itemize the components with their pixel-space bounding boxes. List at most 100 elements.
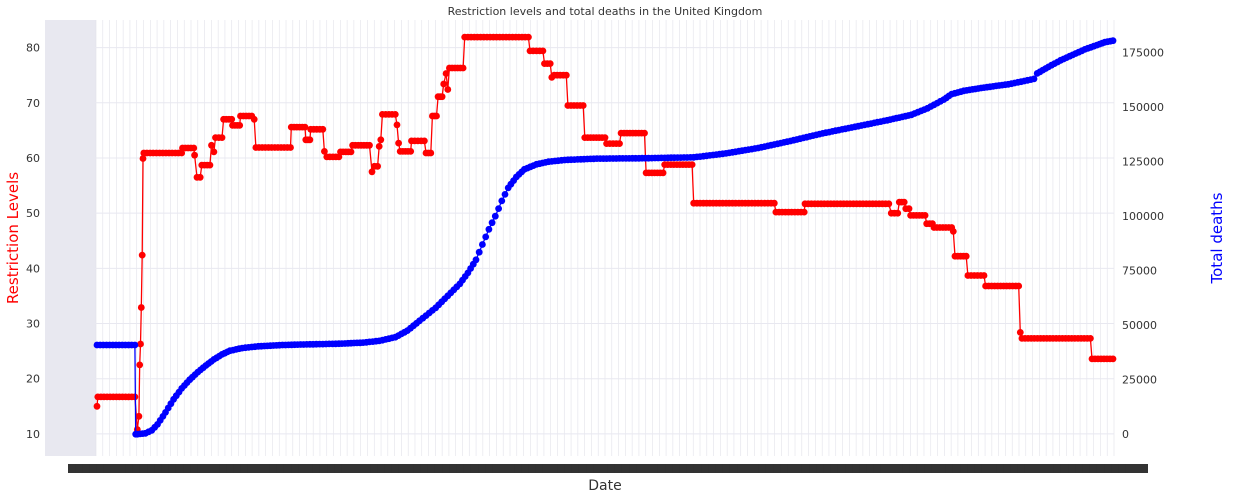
x-tick-label: [931, 464, 940, 473]
x-tick-label: [348, 464, 357, 473]
data-point: [800, 208, 808, 216]
x-tick-label: [845, 464, 854, 473]
left-tick-label: 20: [26, 373, 40, 386]
x-tick-label: [334, 464, 343, 473]
data-point: [1087, 335, 1094, 342]
x-tick-label: [506, 464, 515, 473]
data-point: [641, 129, 648, 137]
data-point: [1109, 355, 1117, 363]
x-tick-label: [794, 464, 803, 473]
right-tick-label: 75000: [1122, 265, 1157, 278]
data-point: [498, 197, 506, 205]
x-tick-label: [470, 464, 479, 473]
data-point: [688, 161, 696, 169]
x-tick-label: [1024, 464, 1033, 473]
data-point: [377, 136, 385, 144]
left-tick-label: 40: [26, 262, 40, 275]
x-tick-label: [514, 464, 523, 473]
x-tick-label: [485, 464, 494, 473]
x-tick-label: [262, 464, 271, 473]
right-tick-label: 175000: [1122, 47, 1164, 60]
data-point: [137, 304, 145, 311]
left-axis-label: Restriction Levels: [4, 172, 22, 304]
data-point: [501, 191, 509, 198]
data-point: [131, 341, 139, 349]
data-point: [178, 149, 186, 157]
x-tick-label: [816, 464, 825, 473]
x-tick-label: [974, 464, 983, 473]
x-tick-label: [535, 464, 544, 473]
x-tick-label: [283, 464, 292, 473]
x-tick-label: [636, 464, 645, 473]
x-tick-label: [888, 464, 897, 473]
data-point: [321, 148, 328, 155]
x-tick-label: [744, 464, 753, 473]
data-point: [287, 144, 294, 151]
x-tick-label: [715, 464, 724, 473]
x-tick-label: [866, 464, 875, 473]
x-tick-label: [362, 464, 371, 473]
x-tick-label: [1046, 464, 1055, 473]
data-point: [218, 134, 226, 142]
data-point: [1015, 282, 1023, 290]
data-point: [319, 125, 327, 133]
data-point: [137, 340, 144, 348]
data-point: [491, 212, 499, 220]
x-tick-labels: [68, 464, 1148, 473]
data-point: [206, 161, 214, 169]
x-tick-label: [478, 464, 487, 473]
x-tick-label: [679, 464, 688, 473]
data-point: [659, 169, 667, 177]
x-tick-label: [139, 464, 148, 473]
x-tick-label: [327, 464, 336, 473]
data-point: [393, 121, 401, 129]
x-tick-label: [1118, 464, 1127, 473]
x-tick-label: [1032, 464, 1041, 473]
right-tick-label: 50000: [1122, 319, 1157, 332]
x-tick-label: [960, 464, 969, 473]
x-tick-label: [780, 464, 789, 473]
data-point: [459, 64, 467, 72]
data-point: [1016, 329, 1024, 336]
x-tick-label: [219, 464, 228, 473]
x-tick-label: [377, 464, 386, 473]
x-tick-label: [413, 464, 422, 473]
x-tick-label: [1104, 464, 1113, 473]
x-tick-label: [1017, 464, 1026, 473]
x-tick-label: [686, 464, 695, 473]
x-tick-label: [823, 464, 832, 473]
right-tick-label: 150000: [1122, 101, 1164, 114]
data-point: [546, 60, 554, 67]
x-tick-label: [859, 464, 868, 473]
data-point: [421, 137, 428, 145]
x-tick-label: [190, 464, 199, 473]
x-tick-label: [75, 464, 84, 473]
data-point: [442, 70, 450, 77]
x-tick-label: [82, 464, 91, 473]
series-total-deaths: [93, 37, 1117, 438]
data-point: [495, 205, 502, 213]
x-tick-label: [614, 464, 623, 473]
x-tick-label: [341, 464, 350, 473]
x-tick-label: [542, 464, 551, 473]
x-tick-label: [672, 464, 681, 473]
x-tick-label: [981, 464, 990, 473]
x-tick-label: [291, 464, 300, 473]
data-point: [482, 233, 490, 241]
right-axis: 0 25000 50000 75000 100000 125000 150000 175000: [1122, 47, 1164, 442]
x-tick-label: [809, 464, 818, 473]
x-tick-label: [701, 464, 710, 473]
x-tick-label: [1003, 464, 1012, 473]
x-tick-label: [528, 464, 537, 473]
data-point: [433, 112, 440, 120]
x-tick-label: [996, 464, 1005, 473]
x-tick-label: [895, 464, 904, 473]
data-point: [921, 212, 929, 219]
x-tick-label: [1075, 464, 1084, 473]
x-tick-label: [521, 464, 530, 473]
x-tick-label: [557, 464, 566, 473]
data-point: [1109, 37, 1117, 45]
x-tick-label: [988, 464, 997, 473]
x-tick-label: [722, 464, 731, 473]
data-point: [949, 228, 957, 235]
